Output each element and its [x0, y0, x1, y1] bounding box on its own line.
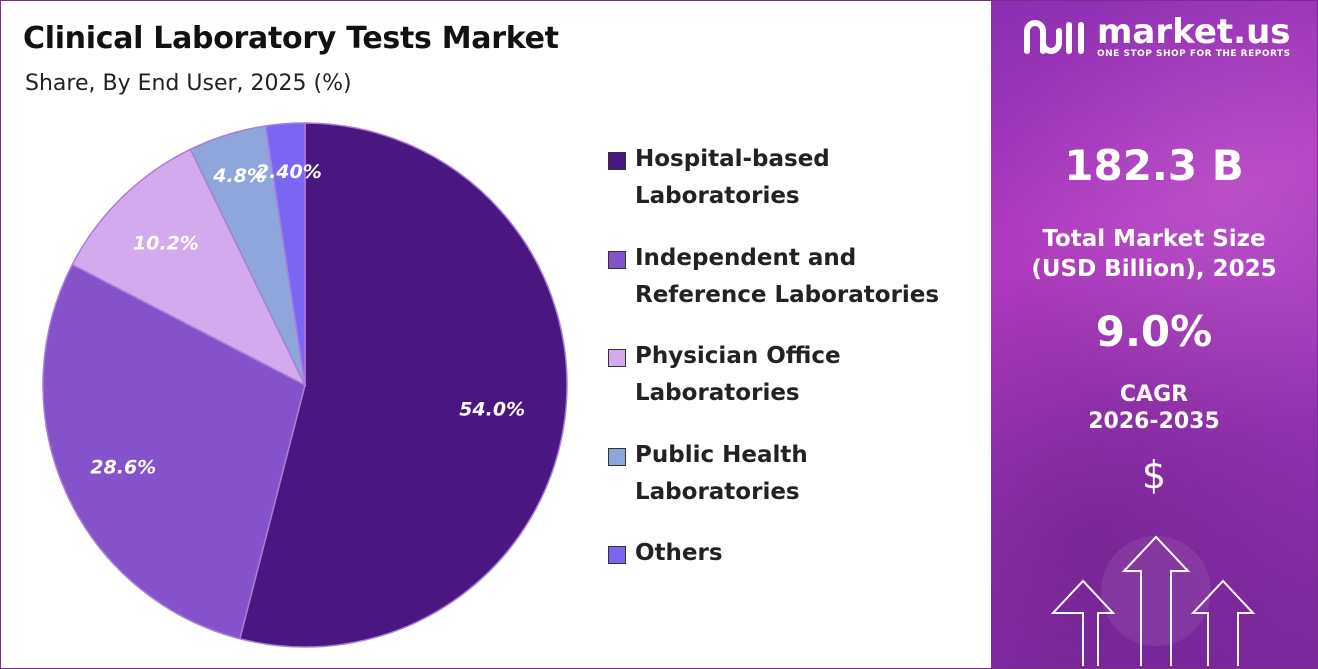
legend-swatch	[608, 546, 626, 564]
pie-slice-label: 10.2%	[133, 232, 199, 254]
summary-panel: market.us ONE STOP SHOP FOR THE REPORTS …	[991, 1, 1317, 668]
legend-item: Others	[608, 540, 975, 572]
growth-arrows	[1050, 535, 1256, 666]
up-arrow-icon	[1050, 579, 1116, 666]
legend-label: Hospital-based Laboratories	[635, 141, 975, 215]
chart-area: Clinical Laboratory Tests Market Share, …	[1, 1, 989, 668]
brand-tagline: ONE STOP SHOP FOR THE REPORTS	[1097, 49, 1291, 59]
up-arrow-icon	[1121, 535, 1191, 666]
chart-subtitle: Share, By End User, 2025 (%)	[25, 71, 352, 96]
dollar-icon: $	[1141, 453, 1167, 497]
legend-label-line2: Laboratories	[635, 183, 800, 209]
legend-label-line1: Hospital-based	[635, 146, 830, 172]
chart-title: Clinical Laboratory Tests Market	[23, 21, 559, 56]
pie-slice-label: 2.40%	[256, 161, 322, 183]
legend-label-line1: Public Health Laboratories	[635, 442, 808, 505]
legend-swatch	[608, 251, 626, 269]
legend-label-line1: Physician Office	[635, 343, 841, 369]
legend-swatch	[608, 152, 626, 170]
cagr-label: CAGR	[1119, 382, 1189, 407]
market-size-label-line1: Total Market Size	[1042, 226, 1266, 252]
legend-label-line1: Independent and	[635, 245, 857, 271]
legend-label: Independent and Reference Laboratories	[635, 240, 975, 314]
brand: market.us ONE STOP SHOP FOR THE REPORTS	[1021, 15, 1291, 59]
legend-label-line1: Others	[635, 540, 723, 566]
legend-item: Independent and Reference Laboratories	[608, 245, 975, 314]
legend-label: Others	[635, 535, 975, 572]
legend-label-line2: Laboratories	[635, 380, 800, 406]
legend-item: Public Health Laboratories	[608, 442, 975, 511]
legend-swatch	[608, 448, 626, 466]
pie-slice	[238, 122, 568, 648]
legend-label: Public Health Laboratories	[635, 437, 975, 511]
pie-chart: 54.0% 28.6% 10.2% 4.8%2.40%	[42, 122, 568, 648]
pie-slice-label: 4.8%	[212, 165, 266, 187]
legend-item: Hospital-based Laboratories	[608, 146, 975, 215]
pie-slice-label: 28.6%	[90, 456, 156, 478]
brand-name: market.us	[1097, 12, 1291, 52]
market-us-logo-icon	[1024, 20, 1084, 54]
cagr-period: 2026-2035	[1088, 409, 1220, 434]
pie-slice	[71, 148, 307, 387]
legend-label-line2: Reference Laboratories	[635, 282, 940, 308]
background-circle	[1101, 536, 1211, 646]
panel-background	[991, 1, 1317, 668]
up-arrow-icon	[1190, 579, 1256, 666]
market-size-value: 182.3 B	[1064, 141, 1244, 190]
pie-slice-label: 54.0%	[459, 399, 525, 421]
legend-item: Physician Office Laboratories	[608, 343, 975, 412]
market-size-label-line2: (USD Billion), 2025	[1031, 256, 1277, 282]
pie-slice	[42, 263, 306, 640]
legend-label: Physician Office Laboratories	[635, 338, 975, 412]
cagr-value: 9.0%	[1095, 307, 1213, 356]
legend-swatch	[608, 349, 626, 367]
pie-slice	[264, 122, 306, 386]
